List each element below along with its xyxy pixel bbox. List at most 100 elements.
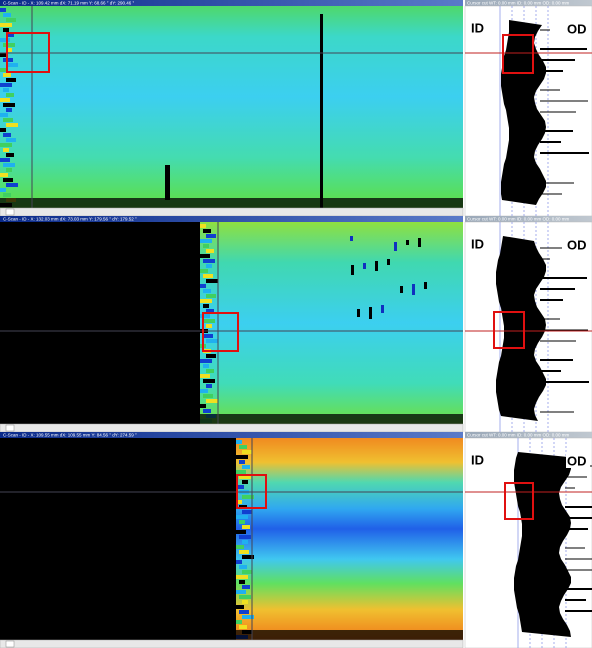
cut-header: Cursor cut WT: 0.00 mm ID: 0.00 mm OD: 0… <box>467 432 570 437</box>
scan-edge <box>200 224 206 228</box>
highlight-box <box>504 482 534 520</box>
scan-image <box>0 6 463 208</box>
scroll-thumb <box>5 208 15 216</box>
scan-streak <box>165 165 170 200</box>
id-label: ID <box>471 452 484 467</box>
scan-defect <box>381 305 384 313</box>
scan-bottom-edge <box>200 414 463 424</box>
od-label: OD <box>567 237 587 252</box>
scan-edge <box>6 138 16 142</box>
scan-edge <box>203 274 213 278</box>
scan-edge <box>242 510 252 514</box>
highlight-box <box>6 32 50 73</box>
scan-edge <box>236 515 248 519</box>
scan-edge <box>206 369 214 373</box>
highlight-box <box>202 312 239 352</box>
scan-edge <box>6 93 14 97</box>
scan-edge <box>0 188 6 192</box>
scan-edge <box>203 334 213 338</box>
scan-edge <box>6 18 16 22</box>
label-bg <box>566 453 590 468</box>
scan-edge <box>236 605 244 609</box>
scrollbar <box>0 423 464 433</box>
scan-edge <box>236 560 242 564</box>
cut-header: Cursor cut WT: 0.00 mm ID: 0.00 mm OD: 0… <box>467 0 570 5</box>
scan-edge <box>200 239 212 243</box>
scan-edge <box>242 540 248 544</box>
scan-title-bar <box>0 216 463 222</box>
scan-edge <box>0 23 12 27</box>
scan-edge <box>242 495 254 499</box>
scan-header: C-Scan - ID - X: 109.42 mm dX: 71.19 mm … <box>3 0 135 5</box>
scan-edge <box>239 550 249 554</box>
scan-defect <box>387 259 390 265</box>
cut-profile <box>501 20 546 205</box>
scan-edge <box>203 409 211 413</box>
cut-profile <box>514 452 571 637</box>
scan-edge <box>236 620 242 624</box>
scan-edge <box>6 63 18 67</box>
scan-panel: C-Scan - ID - X: 109.42 mm dX: 71.19 mm … <box>0 0 592 217</box>
scan-panel: C-Scan - ID - X: 109.55 mm dX: 109.55 mm… <box>0 432 592 648</box>
scan-edge <box>3 148 9 152</box>
cut-title-bar <box>465 432 592 438</box>
scan-edge <box>6 123 18 127</box>
scan-edge <box>203 364 209 368</box>
scan-edge <box>0 128 6 132</box>
scan-edge <box>203 379 215 383</box>
cut-profile <box>496 236 546 421</box>
scan-edge <box>242 600 248 604</box>
scan-edge <box>200 269 208 273</box>
scan-edge <box>239 565 247 569</box>
scan-edge <box>206 339 218 343</box>
scan-edge <box>203 229 211 233</box>
scan-edge <box>200 404 206 408</box>
scan-defect <box>375 261 378 271</box>
scan-header: C-Scan - ID - X: 132.03 mm dX: 73.03 mm … <box>3 216 137 221</box>
scan-edge <box>3 163 15 167</box>
scan-edge <box>206 384 212 388</box>
scan-edge <box>203 259 215 263</box>
scan-edge <box>239 475 251 479</box>
scan-edge <box>6 33 14 37</box>
scan-edge <box>206 324 212 328</box>
scan-streak <box>320 14 323 208</box>
label-bg <box>566 237 590 252</box>
scan-edge <box>239 520 245 524</box>
scan-edge <box>236 470 246 474</box>
cut-title-bar <box>465 0 592 6</box>
scan-defect <box>424 282 427 289</box>
scan-edge <box>242 615 254 619</box>
scan-header: C-Scan - ID - X: 109.55 mm dX: 109.55 mm… <box>3 432 137 437</box>
scan-edge <box>6 108 12 112</box>
scan-edge <box>3 133 11 137</box>
scan-edge <box>0 173 8 177</box>
scan-edge <box>203 244 209 248</box>
scan-edge <box>200 374 210 378</box>
scan-edge <box>206 309 214 313</box>
scan-edge <box>239 445 247 449</box>
scan-defect <box>369 307 372 319</box>
id-label: ID <box>471 20 484 35</box>
scan-edge <box>236 500 242 504</box>
scan-edge <box>0 113 8 117</box>
scan-edge <box>6 153 14 157</box>
scan-edge <box>3 28 9 32</box>
scan-bottom-edge <box>0 198 463 208</box>
scan-edge <box>3 178 13 182</box>
scan-edge <box>239 625 247 629</box>
scan-edge <box>200 359 212 363</box>
label-bg <box>470 21 488 36</box>
scan-edge <box>239 580 245 584</box>
scan-edge <box>3 13 11 17</box>
scan-edge <box>239 595 251 599</box>
scan-edge <box>239 460 245 464</box>
scan-edge <box>0 83 12 87</box>
scan-edge <box>236 440 242 444</box>
scan-edge <box>206 294 216 298</box>
scan-edge <box>242 465 250 469</box>
scrollbar <box>0 207 464 217</box>
scan-defect <box>351 265 354 275</box>
scan-edge <box>0 38 10 42</box>
scan-edge <box>242 450 252 454</box>
